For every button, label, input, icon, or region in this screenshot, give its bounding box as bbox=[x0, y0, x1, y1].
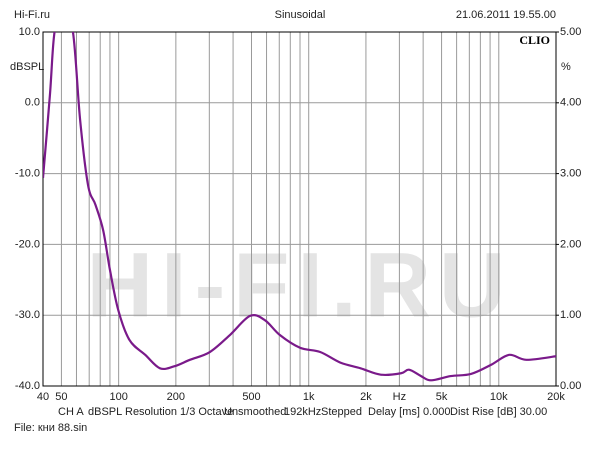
x-tick-label: 50 bbox=[55, 391, 67, 403]
brand: CLIO bbox=[519, 33, 550, 47]
file-name: File: кни 88.sin bbox=[14, 422, 87, 434]
y-axis-label: dBSPL bbox=[10, 61, 44, 73]
response-line bbox=[43, 32, 556, 382]
footer-item: CH A bbox=[58, 406, 84, 418]
x-tick-label: 5k bbox=[436, 391, 448, 403]
y2-tick-label: 2.00 bbox=[560, 238, 581, 250]
plot-border bbox=[42, 31, 557, 387]
footer-item: Resolution 1/3 Octave bbox=[125, 406, 233, 418]
footer-item: Stepped bbox=[321, 406, 362, 418]
y2-tick-label: 1.00 bbox=[560, 309, 581, 321]
header-left: Hi-Fi.ru bbox=[14, 9, 50, 21]
x-tick-label: 2k bbox=[360, 391, 372, 403]
y2-tick-label: 3.00 bbox=[560, 168, 581, 180]
x-tick-label: 1k bbox=[303, 391, 315, 403]
x-tick-label: Hz bbox=[393, 391, 406, 403]
y-tick-label: -10.0 bbox=[15, 168, 40, 180]
chart-title: Sinusoidal bbox=[275, 9, 326, 21]
watermark: HI-FI.RU bbox=[87, 234, 514, 336]
y-tick-label: 0.0 bbox=[25, 97, 40, 109]
y2-tick-label: 0.00 bbox=[560, 380, 581, 392]
footer-item: Unsmoothed bbox=[224, 406, 286, 418]
x-tick-label: 10k bbox=[490, 391, 508, 403]
x-tick-label: 40 bbox=[37, 391, 49, 403]
y2-tick-label: 5.00 bbox=[560, 26, 581, 38]
y-tick-label: -30.0 bbox=[15, 309, 40, 321]
y-tick-label: -40.0 bbox=[15, 380, 40, 392]
header-right: 21.06.2011 19.55.00 bbox=[456, 9, 556, 21]
x-tick-label: 200 bbox=[167, 391, 185, 403]
x-tick-label: 20k bbox=[547, 391, 565, 403]
y-tick-label: 10.0 bbox=[19, 26, 40, 38]
y-tick-label: -20.0 bbox=[15, 238, 40, 250]
y2-tick-label: 4.00 bbox=[560, 97, 581, 109]
footer-item: Delay [ms] 0.000 bbox=[368, 406, 451, 418]
x-tick-label: 100 bbox=[109, 391, 127, 403]
x-tick-label: 500 bbox=[242, 391, 260, 403]
footer-item: 192kHz bbox=[284, 406, 321, 418]
footer-item: dBSPL bbox=[88, 406, 122, 418]
y2-axis-label: % bbox=[561, 61, 571, 73]
footer-item: Dist Rise [dB] 30.00 bbox=[450, 406, 547, 418]
